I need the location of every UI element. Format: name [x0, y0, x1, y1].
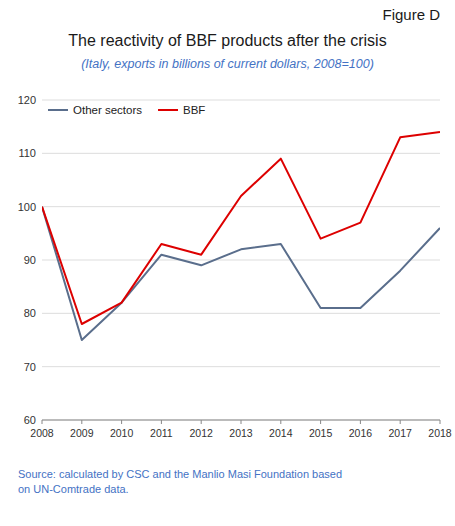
- x-tick-label: 2016: [349, 427, 373, 439]
- y-tick-label: 90: [24, 254, 36, 266]
- x-tick-label: 2013: [229, 427, 253, 439]
- x-tick-label: 2015: [309, 427, 333, 439]
- x-tick: [201, 420, 202, 424]
- legend-label: BBF: [183, 104, 205, 116]
- y-tick-label: 80: [24, 307, 36, 319]
- source: Source: calculated by CSC and the Manlio…: [18, 468, 342, 495]
- legend-swatch: [158, 109, 178, 111]
- x-tick: [320, 420, 321, 424]
- x-tick: [81, 420, 82, 424]
- x-tick-label: 2018: [428, 427, 452, 439]
- legend: Other sectors BBF: [48, 104, 205, 116]
- x-tick-label: 2012: [190, 427, 214, 439]
- y-tick-label: 60: [24, 414, 36, 426]
- y-tick-label: 120: [18, 94, 36, 106]
- grid-line: [42, 366, 440, 367]
- y-tick-label: 70: [24, 361, 36, 373]
- x-tick-label: 2011: [150, 427, 173, 439]
- x-tick-label: 2008: [30, 427, 54, 439]
- y-tick-label: 100: [18, 201, 36, 213]
- legend-label: Other sectors: [73, 104, 142, 116]
- x-tick-label: 2009: [70, 427, 94, 439]
- x-tick: [400, 420, 401, 424]
- x-tick: [440, 420, 441, 424]
- x-tick-label: 2014: [269, 427, 293, 439]
- x-tick: [360, 420, 361, 424]
- series-line: [42, 207, 440, 340]
- x-tick-label: 2017: [389, 427, 413, 439]
- x-tick: [161, 420, 162, 424]
- x-tick: [241, 420, 242, 424]
- x-tick-label: 2010: [110, 427, 134, 439]
- grid-line: [42, 206, 440, 207]
- y-tick-label: 110: [18, 147, 36, 159]
- grid-line: [42, 260, 440, 261]
- legend-swatch: [48, 109, 68, 111]
- chart: Figure D The reactivity of BBF products a…: [0, 0, 455, 526]
- subtitle: (Italy, exports in billions of current d…: [81, 57, 374, 71]
- figure-label: Figure D: [382, 6, 440, 23]
- x-tick: [42, 420, 43, 424]
- x-tick: [280, 420, 281, 424]
- title: The reactivity of BBF products after the…: [68, 32, 386, 49]
- grid-line: [42, 100, 440, 101]
- x-tick: [121, 420, 122, 424]
- series-line: [42, 132, 440, 324]
- plot-area: [42, 132, 440, 340]
- grid-line: [42, 153, 440, 154]
